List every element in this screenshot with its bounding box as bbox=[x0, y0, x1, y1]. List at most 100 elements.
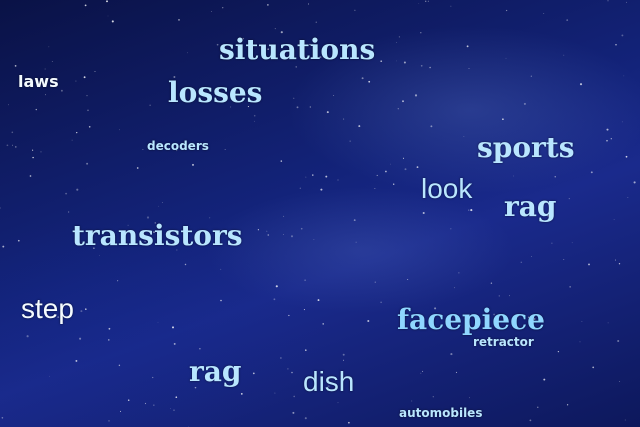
star bbox=[267, 234, 270, 236]
star bbox=[520, 261, 523, 264]
star bbox=[84, 4, 87, 7]
star bbox=[15, 146, 17, 148]
star bbox=[80, 310, 83, 313]
word-rag-bottom: rag bbox=[189, 355, 242, 388]
star bbox=[295, 66, 297, 68]
star bbox=[450, 5, 452, 7]
star bbox=[254, 120, 255, 122]
star bbox=[149, 104, 151, 106]
star bbox=[127, 399, 130, 401]
star bbox=[498, 295, 500, 297]
star bbox=[161, 202, 163, 203]
star bbox=[606, 128, 609, 131]
star bbox=[288, 314, 290, 317]
star bbox=[418, 2, 420, 4]
star bbox=[152, 376, 154, 379]
star bbox=[308, 3, 310, 5]
star bbox=[71, 139, 73, 141]
star bbox=[571, 242, 573, 244]
star bbox=[463, 136, 465, 137]
star bbox=[618, 263, 621, 265]
star bbox=[376, 174, 378, 176]
star bbox=[120, 410, 121, 412]
star bbox=[224, 149, 226, 150]
star bbox=[60, 89, 63, 92]
star bbox=[607, 0, 609, 2]
star bbox=[617, 339, 620, 343]
star bbox=[76, 131, 78, 134]
star bbox=[420, 372, 422, 374]
star bbox=[450, 353, 453, 356]
star bbox=[619, 381, 621, 382]
star bbox=[45, 94, 47, 96]
star bbox=[67, 211, 70, 213]
star bbox=[368, 80, 371, 83]
star bbox=[44, 68, 46, 70]
star bbox=[563, 259, 565, 260]
star bbox=[76, 188, 79, 191]
star bbox=[588, 263, 590, 266]
star bbox=[220, 268, 222, 270]
star bbox=[280, 357, 282, 359]
star bbox=[86, 94, 88, 97]
star bbox=[354, 9, 356, 11]
star bbox=[568, 198, 570, 200]
star bbox=[173, 409, 175, 411]
star bbox=[333, 95, 335, 96]
star bbox=[283, 215, 285, 217]
star bbox=[626, 1, 627, 3]
star bbox=[305, 176, 307, 178]
star bbox=[118, 129, 120, 131]
star bbox=[384, 170, 387, 173]
star bbox=[117, 280, 119, 282]
star bbox=[296, 106, 299, 109]
star bbox=[309, 106, 311, 108]
star bbox=[85, 308, 87, 310]
star bbox=[505, 9, 508, 12]
word-facepiece: facepiece bbox=[397, 303, 545, 336]
star bbox=[240, 393, 243, 395]
star bbox=[374, 188, 376, 189]
star bbox=[153, 404, 155, 406]
star bbox=[107, 15, 109, 17]
star bbox=[404, 168, 407, 171]
star bbox=[625, 155, 628, 158]
star bbox=[425, 0, 427, 2]
star bbox=[337, 179, 339, 181]
star bbox=[590, 171, 593, 174]
star bbox=[551, 242, 553, 244]
star bbox=[355, 241, 357, 243]
word-dish: dish bbox=[303, 366, 355, 397]
star bbox=[273, 298, 276, 301]
star bbox=[312, 174, 314, 176]
star bbox=[222, 7, 224, 9]
star bbox=[0, 207, 1, 209]
star bbox=[32, 149, 34, 151]
star bbox=[253, 114, 256, 117]
star bbox=[432, 396, 434, 398]
star bbox=[283, 234, 284, 235]
star bbox=[468, 209, 470, 211]
star bbox=[86, 162, 89, 165]
star bbox=[466, 45, 469, 48]
star bbox=[280, 160, 283, 162]
star bbox=[367, 319, 370, 323]
star bbox=[136, 167, 139, 169]
star bbox=[513, 175, 515, 177]
star bbox=[300, 227, 303, 230]
star bbox=[305, 349, 307, 351]
star bbox=[257, 229, 259, 231]
word-look: look bbox=[421, 173, 473, 204]
star bbox=[79, 337, 82, 340]
star bbox=[2, 245, 5, 248]
star bbox=[108, 327, 111, 330]
star bbox=[315, 21, 317, 23]
star bbox=[293, 395, 296, 398]
star bbox=[607, 322, 609, 324]
star bbox=[613, 219, 615, 221]
star bbox=[51, 60, 53, 62]
star bbox=[621, 121, 623, 123]
star bbox=[220, 299, 222, 302]
star bbox=[6, 144, 9, 147]
